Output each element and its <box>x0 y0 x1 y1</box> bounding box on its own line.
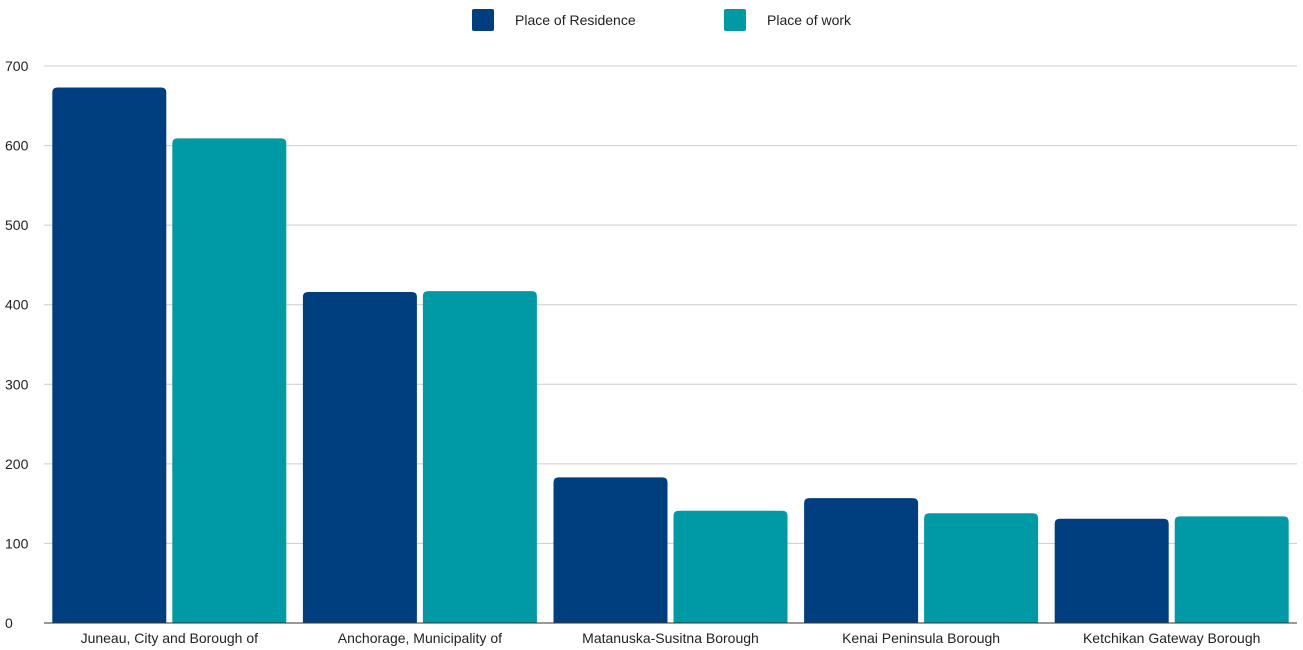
y-tick-label-200: 200 <box>5 456 29 472</box>
bar-place-of-residence-juneau-city-and-borough-of <box>52 87 167 624</box>
bar-place-of-work-kenai-peninsula-borough <box>924 513 1039 623</box>
legend-swatch-place-of-work <box>724 9 746 31</box>
x-tick-label-ketchikan-gateway-borough: Ketchikan Gateway Borough <box>1083 630 1260 646</box>
bars <box>52 87 1289 624</box>
bar-place-of-residence-kenai-peninsula-borough <box>804 498 919 623</box>
x-tick-label-matanuska-susitna-borough: Matanuska-Susitna Borough <box>582 630 759 646</box>
x-tick-label-juneau-city-and-borough-of: Juneau, City and Borough of <box>81 630 259 646</box>
y-tick-label-300: 300 <box>5 376 29 392</box>
x-tick-label-anchorage-municipality-of: Anchorage, Municipality of <box>338 630 502 646</box>
y-tick-label-600: 600 <box>5 138 29 154</box>
y-tick-label-400: 400 <box>5 297 29 313</box>
legend-swatch-place-of-residence <box>472 9 494 31</box>
y-tick-label-700: 700 <box>5 58 29 74</box>
y-axis: 0 100 200 300 400 500 600 700 <box>5 58 29 631</box>
bar-place-of-residence-matanuska-susitna-borough <box>553 477 668 623</box>
x-axis: Juneau, City and Borough of Anchorage, Mu… <box>44 622 1297 646</box>
y-tick-label-0: 0 <box>5 615 13 631</box>
legend-label-place-of-work: Place of work <box>767 12 852 28</box>
bar-place-of-work-matanuska-susitna-borough <box>673 510 788 623</box>
bar-place-of-work-ketchikan-gateway-borough <box>1174 516 1289 623</box>
bar-place-of-work-juneau-city-and-borough-of <box>172 138 287 623</box>
bar-place-of-residence-anchorage-municipality-of <box>302 291 417 623</box>
legend-label-place-of-residence: Place of Residence <box>515 12 636 28</box>
y-tick-label-500: 500 <box>5 217 29 233</box>
bar-place-of-work-anchorage-municipality-of <box>422 291 537 623</box>
legend: Place of Residence Place of work <box>472 9 852 31</box>
bar-place-of-residence-ketchikan-gateway-borough <box>1054 518 1169 623</box>
y-tick-label-100: 100 <box>5 535 29 551</box>
x-tick-label-kenai-peninsula-borough: Kenai Peninsula Borough <box>842 630 1000 646</box>
